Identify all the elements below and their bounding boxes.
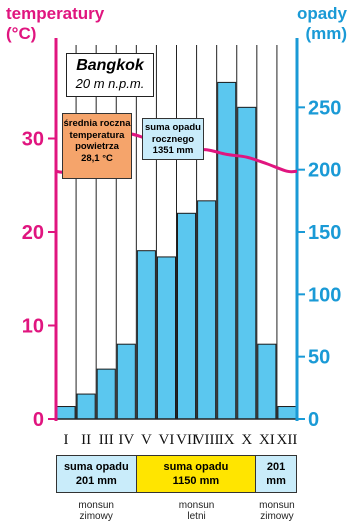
season-sum-winter-1: suma opadu 201 mm bbox=[57, 456, 137, 492]
precipitation-tick-label: 150 bbox=[308, 222, 341, 244]
month-label: VII bbox=[176, 432, 197, 448]
precipitation-bar bbox=[277, 406, 297, 420]
annual-temperature-line3: powietrza bbox=[75, 141, 119, 152]
annual-precipitation-line2: rocznego bbox=[151, 133, 195, 145]
precipitation-bar bbox=[177, 212, 197, 420]
precipitation-bar bbox=[56, 406, 76, 420]
season-name-line2: zimowy bbox=[260, 511, 294, 522]
month-label: II bbox=[81, 432, 91, 448]
annual-temperature-box: średnia roczna temperatura powietrza 28,… bbox=[62, 113, 132, 179]
precipitation-tick-label: 0 bbox=[308, 409, 319, 431]
season-name-winter-2: monsun zimowy bbox=[257, 500, 297, 522]
precipitation-bar bbox=[257, 343, 277, 420]
temperature-tick-label: 20 bbox=[22, 222, 44, 244]
temperature-tick-label: 0 bbox=[33, 409, 44, 431]
precipitation-axis-title: opady (mm) bbox=[297, 4, 347, 44]
month-label: VIII bbox=[194, 432, 220, 448]
month-label: XII bbox=[277, 432, 298, 448]
precipitation-bar bbox=[116, 343, 136, 420]
precipitation-tick-label: 250 bbox=[308, 97, 341, 119]
season-name-line1: monsun bbox=[259, 500, 295, 511]
precipitation-bar bbox=[237, 106, 257, 420]
annual-precipitation-line1: suma opadu bbox=[145, 122, 201, 133]
season-name-summer: monsun letni bbox=[136, 500, 257, 522]
season-sum-row: suma opadu 201 mm suma opadu 1150 mm 201… bbox=[56, 455, 297, 493]
month-label: I bbox=[64, 432, 69, 448]
season-sum-value: 201 mm bbox=[75, 475, 117, 487]
season-sum-label: 201 bbox=[266, 461, 286, 473]
season-sum-summer: suma opadu 1150 mm bbox=[136, 456, 257, 492]
annual-temperature-line1: średnia roczna bbox=[63, 118, 131, 129]
annual-precipitation-box: suma opadu rocznego 1351 mm bbox=[142, 118, 204, 160]
temperature-axis-title: temperatury (°C) bbox=[6, 4, 104, 44]
precipitation-bar bbox=[156, 256, 177, 420]
city-elevation: 20 m n.p.m. bbox=[75, 76, 145, 91]
annual-temperature-line2: temperatura bbox=[69, 129, 125, 141]
season-name-winter-1: monsun zimowy bbox=[56, 500, 136, 522]
city-name: Bangkok bbox=[76, 57, 144, 74]
month-label: X bbox=[241, 432, 252, 448]
temperature-tick-label: 10 bbox=[22, 316, 44, 338]
annual-precipitation-value: 1351 mm bbox=[152, 145, 194, 156]
precipitation-axis-title-line2: (mm) bbox=[305, 24, 347, 43]
precipitation-bar bbox=[136, 250, 156, 420]
month-label: IV bbox=[118, 432, 134, 448]
season-name-line2: zimowy bbox=[79, 511, 113, 522]
season-sum-winter-2: 201 mm bbox=[256, 456, 296, 492]
season-name-line1: monsun bbox=[178, 500, 215, 511]
precipitation-tick-label: 200 bbox=[308, 160, 341, 182]
season-sum-label: suma opadu bbox=[163, 461, 229, 473]
precipitation-bar bbox=[197, 200, 217, 420]
precipitation-tick-label: 50 bbox=[308, 347, 330, 369]
precipitation-bar bbox=[76, 393, 96, 420]
month-label: IX bbox=[219, 432, 235, 448]
season-sum-value: 1150 mm bbox=[172, 475, 220, 487]
month-label: XI bbox=[259, 432, 275, 448]
season-sum-label: suma opadu bbox=[63, 461, 129, 473]
precipitation-bar bbox=[217, 81, 237, 420]
temperature-axis-title-line2: (°C) bbox=[6, 24, 37, 43]
month-label: VI bbox=[159, 432, 175, 448]
precipitation-axis-title-line1: opady bbox=[296, 4, 347, 23]
season-name-row: monsun zimowy monsun letni monsun zimowy bbox=[56, 500, 297, 522]
city-box: Bangkok 20 m n.p.m. bbox=[66, 53, 154, 97]
temperature-axis-title-line1: temperatury bbox=[6, 4, 105, 23]
temperature-tick-label: 30 bbox=[22, 129, 44, 151]
season-name-line2: letni bbox=[187, 511, 206, 522]
month-label: V bbox=[141, 432, 152, 448]
precipitation-bar bbox=[96, 368, 116, 420]
month-label: III bbox=[99, 432, 114, 448]
season-name-line1: monsun bbox=[78, 500, 114, 511]
precipitation-tick-label: 100 bbox=[308, 284, 341, 306]
annual-temperature-value: 28,1 °C bbox=[81, 152, 113, 164]
season-sum-value: mm bbox=[266, 475, 286, 487]
